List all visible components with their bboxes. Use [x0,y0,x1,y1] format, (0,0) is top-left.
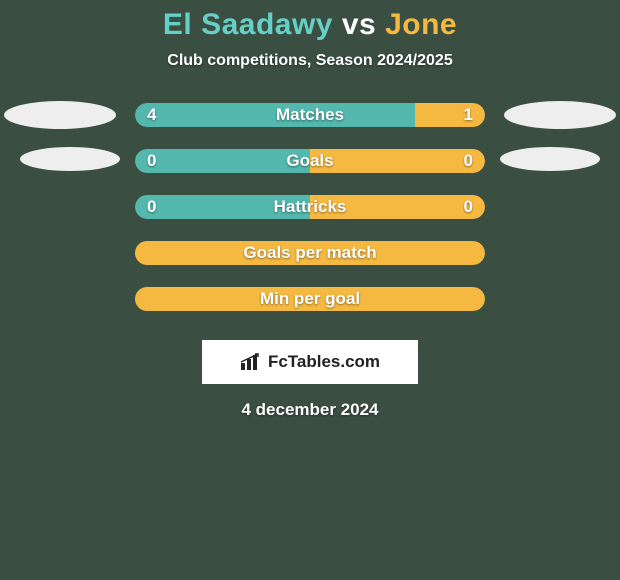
stat-value-left: 0 [147,197,156,217]
stat-value-right: 1 [464,105,473,125]
stat-bar: Goals per match [135,241,485,265]
stat-label: Hattricks [135,197,485,217]
stat-bar: Hattricks0 0 [135,195,485,219]
comparison-chart: Matches41Goals00Hattricks00Goals per mat… [0,92,620,322]
stat-bar: Goals0 0 [135,149,485,173]
brand-badge: FcTables.com [202,340,418,384]
stat-row: Min per goal [0,276,620,322]
comparison-title: El Saadawy vs Jone [0,0,620,42]
date-text: 4 december 2024 [0,400,620,420]
bars-icon [240,353,262,371]
stat-value-right: 0 [464,197,473,217]
stat-label: Goals per match [135,243,485,263]
stat-row: Goals0 0 [0,138,620,184]
stat-value-left: 0 [147,151,156,171]
stat-bar: Min per goal [135,287,485,311]
stat-row: Hattricks0 0 [0,184,620,230]
subtitle: Club competitions, Season 2024/2025 [0,52,620,70]
stat-row: Goals per match [0,230,620,276]
stat-value-left: 4 [147,105,156,125]
stat-label: Min per goal [135,289,485,309]
brand-text: FcTables.com [268,352,380,372]
vs-text: vs [342,8,376,41]
stat-bar: Matches4 1 [135,103,485,127]
stat-row: Matches4 1 [0,92,620,138]
player1-name: El Saadawy [163,8,333,41]
stat-label: Matches [135,105,485,125]
player2-name: Jone [385,8,457,41]
stat-label: Goals [135,151,485,171]
stat-value-right: 0 [464,151,473,171]
